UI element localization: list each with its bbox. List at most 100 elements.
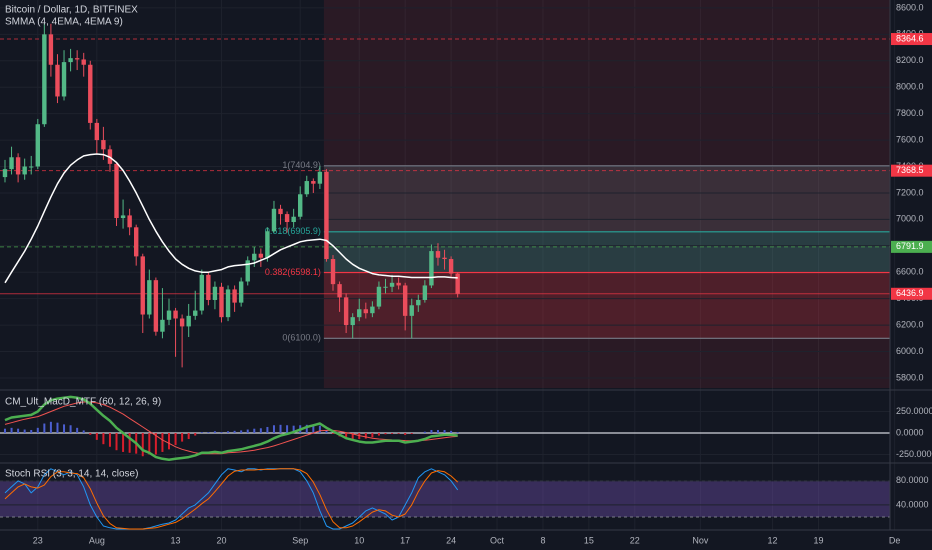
fib-zone [323, 272, 891, 339]
candle-body [219, 286, 224, 318]
chart-title: Bitcoin / Dollar, 1D, BITFINEX [5, 5, 138, 16]
histogram-bar [305, 424, 308, 433]
candle-body [35, 124, 40, 167]
histogram-bar [253, 428, 256, 433]
k-line [4, 468, 459, 530]
histogram-bar [436, 429, 439, 433]
candle-body [370, 306, 375, 314]
candle-body [258, 253, 264, 258]
candle-body [22, 166, 27, 175]
candle-body [238, 281, 244, 303]
histogram-bar [89, 432, 92, 435]
histogram-bar [213, 431, 216, 433]
x-tick-label: 15 [584, 535, 594, 545]
x-tick-label: De [889, 535, 901, 545]
histogram-bar [128, 432, 131, 453]
histogram-bar [325, 430, 328, 433]
histogram-bar [76, 427, 79, 433]
candle-body [330, 259, 336, 285]
histogram-bar [122, 432, 125, 452]
candle-body [232, 289, 237, 303]
histogram-bar [187, 432, 190, 440]
candle-body [350, 317, 355, 326]
histogram-bar [10, 427, 13, 433]
candle-body [435, 251, 441, 258]
candle-body [179, 318, 185, 327]
histogram-bar [286, 425, 289, 433]
candle-body [55, 64, 60, 97]
histogram-bar [423, 431, 426, 433]
y-tick-label: 6200.0 [896, 319, 924, 329]
histogram-bar [246, 429, 249, 433]
histogram-bar [312, 425, 315, 433]
histogram-bar [23, 429, 26, 433]
histogram-bar [364, 432, 367, 439]
x-tick-label: 8 [540, 535, 545, 545]
histogram-bar [443, 429, 446, 433]
price-marker-label: 8364.6 [896, 33, 924, 43]
y-tick-label: 8000.0 [896, 82, 924, 92]
x-tick-label: 10 [354, 535, 364, 545]
candle-body [337, 284, 342, 298]
y-tick-label: -250.0000 [896, 449, 932, 459]
price-marker [891, 240, 932, 253]
y-tick-label: 8600.0 [896, 2, 924, 12]
price-marker [891, 287, 932, 300]
candle-body [2, 169, 8, 178]
histogram-bar [227, 431, 230, 433]
histogram-bar [63, 424, 66, 433]
candle-body [383, 286, 388, 288]
histogram-bar [108, 432, 111, 447]
candle-body [61, 62, 67, 97]
histogram-bar [332, 432, 335, 434]
candle-body [455, 273, 460, 294]
candle-body [147, 280, 152, 315]
candle-body [416, 299, 421, 306]
histogram-bar [377, 432, 380, 436]
indicator-label: CM_Ult_MacD_MTF (60, 12, 26, 9) [5, 397, 161, 408]
signal-line [4, 401, 458, 455]
histogram-bar [36, 427, 39, 433]
histogram-bar [181, 432, 184, 442]
y-tick-label: 5800.0 [896, 372, 924, 382]
band [0, 480, 890, 517]
histogram-bar [167, 432, 170, 450]
candle-body [252, 253, 257, 261]
candle-body [81, 59, 86, 65]
histogram-bar [154, 432, 157, 455]
x-tick-label: Nov [692, 535, 709, 545]
candle-body [199, 274, 205, 311]
candle-body [212, 286, 218, 300]
candle-body [166, 310, 172, 320]
candle-body [173, 310, 178, 319]
histogram-bar [49, 421, 52, 433]
candle-body [88, 64, 93, 123]
price-marker [891, 33, 932, 46]
x-tick-label: 12 [768, 535, 778, 545]
candle-body [225, 289, 231, 318]
candle-body [153, 280, 159, 332]
histogram-bar [266, 426, 269, 433]
histogram-bar [30, 429, 33, 433]
x-tick-label: Sep [292, 535, 308, 545]
indicator-label: SMMA (4, 4EMA, 4EMA 9) [5, 17, 123, 28]
candle-body [114, 163, 119, 219]
candle-body [389, 282, 395, 287]
x-tick-label: 19 [813, 535, 823, 545]
candle-body [304, 181, 309, 195]
candle-body [442, 257, 447, 260]
candle-body [29, 166, 34, 168]
fib-label: 0(6100.0) [282, 333, 321, 343]
indicator-label: Stoch RSI (3, 3, 14, 14, close) [5, 469, 138, 480]
candle-body [140, 256, 145, 315]
d-line [4, 468, 459, 530]
histogram-bar [351, 432, 354, 440]
candle-body [429, 251, 434, 286]
candle-body [42, 34, 47, 125]
y-tick-label: 40.0000 [896, 499, 929, 509]
histogram-bar [456, 432, 459, 433]
y-tick-label: 6600.0 [896, 267, 924, 277]
candle-body [311, 181, 316, 184]
candle-body [133, 227, 139, 257]
